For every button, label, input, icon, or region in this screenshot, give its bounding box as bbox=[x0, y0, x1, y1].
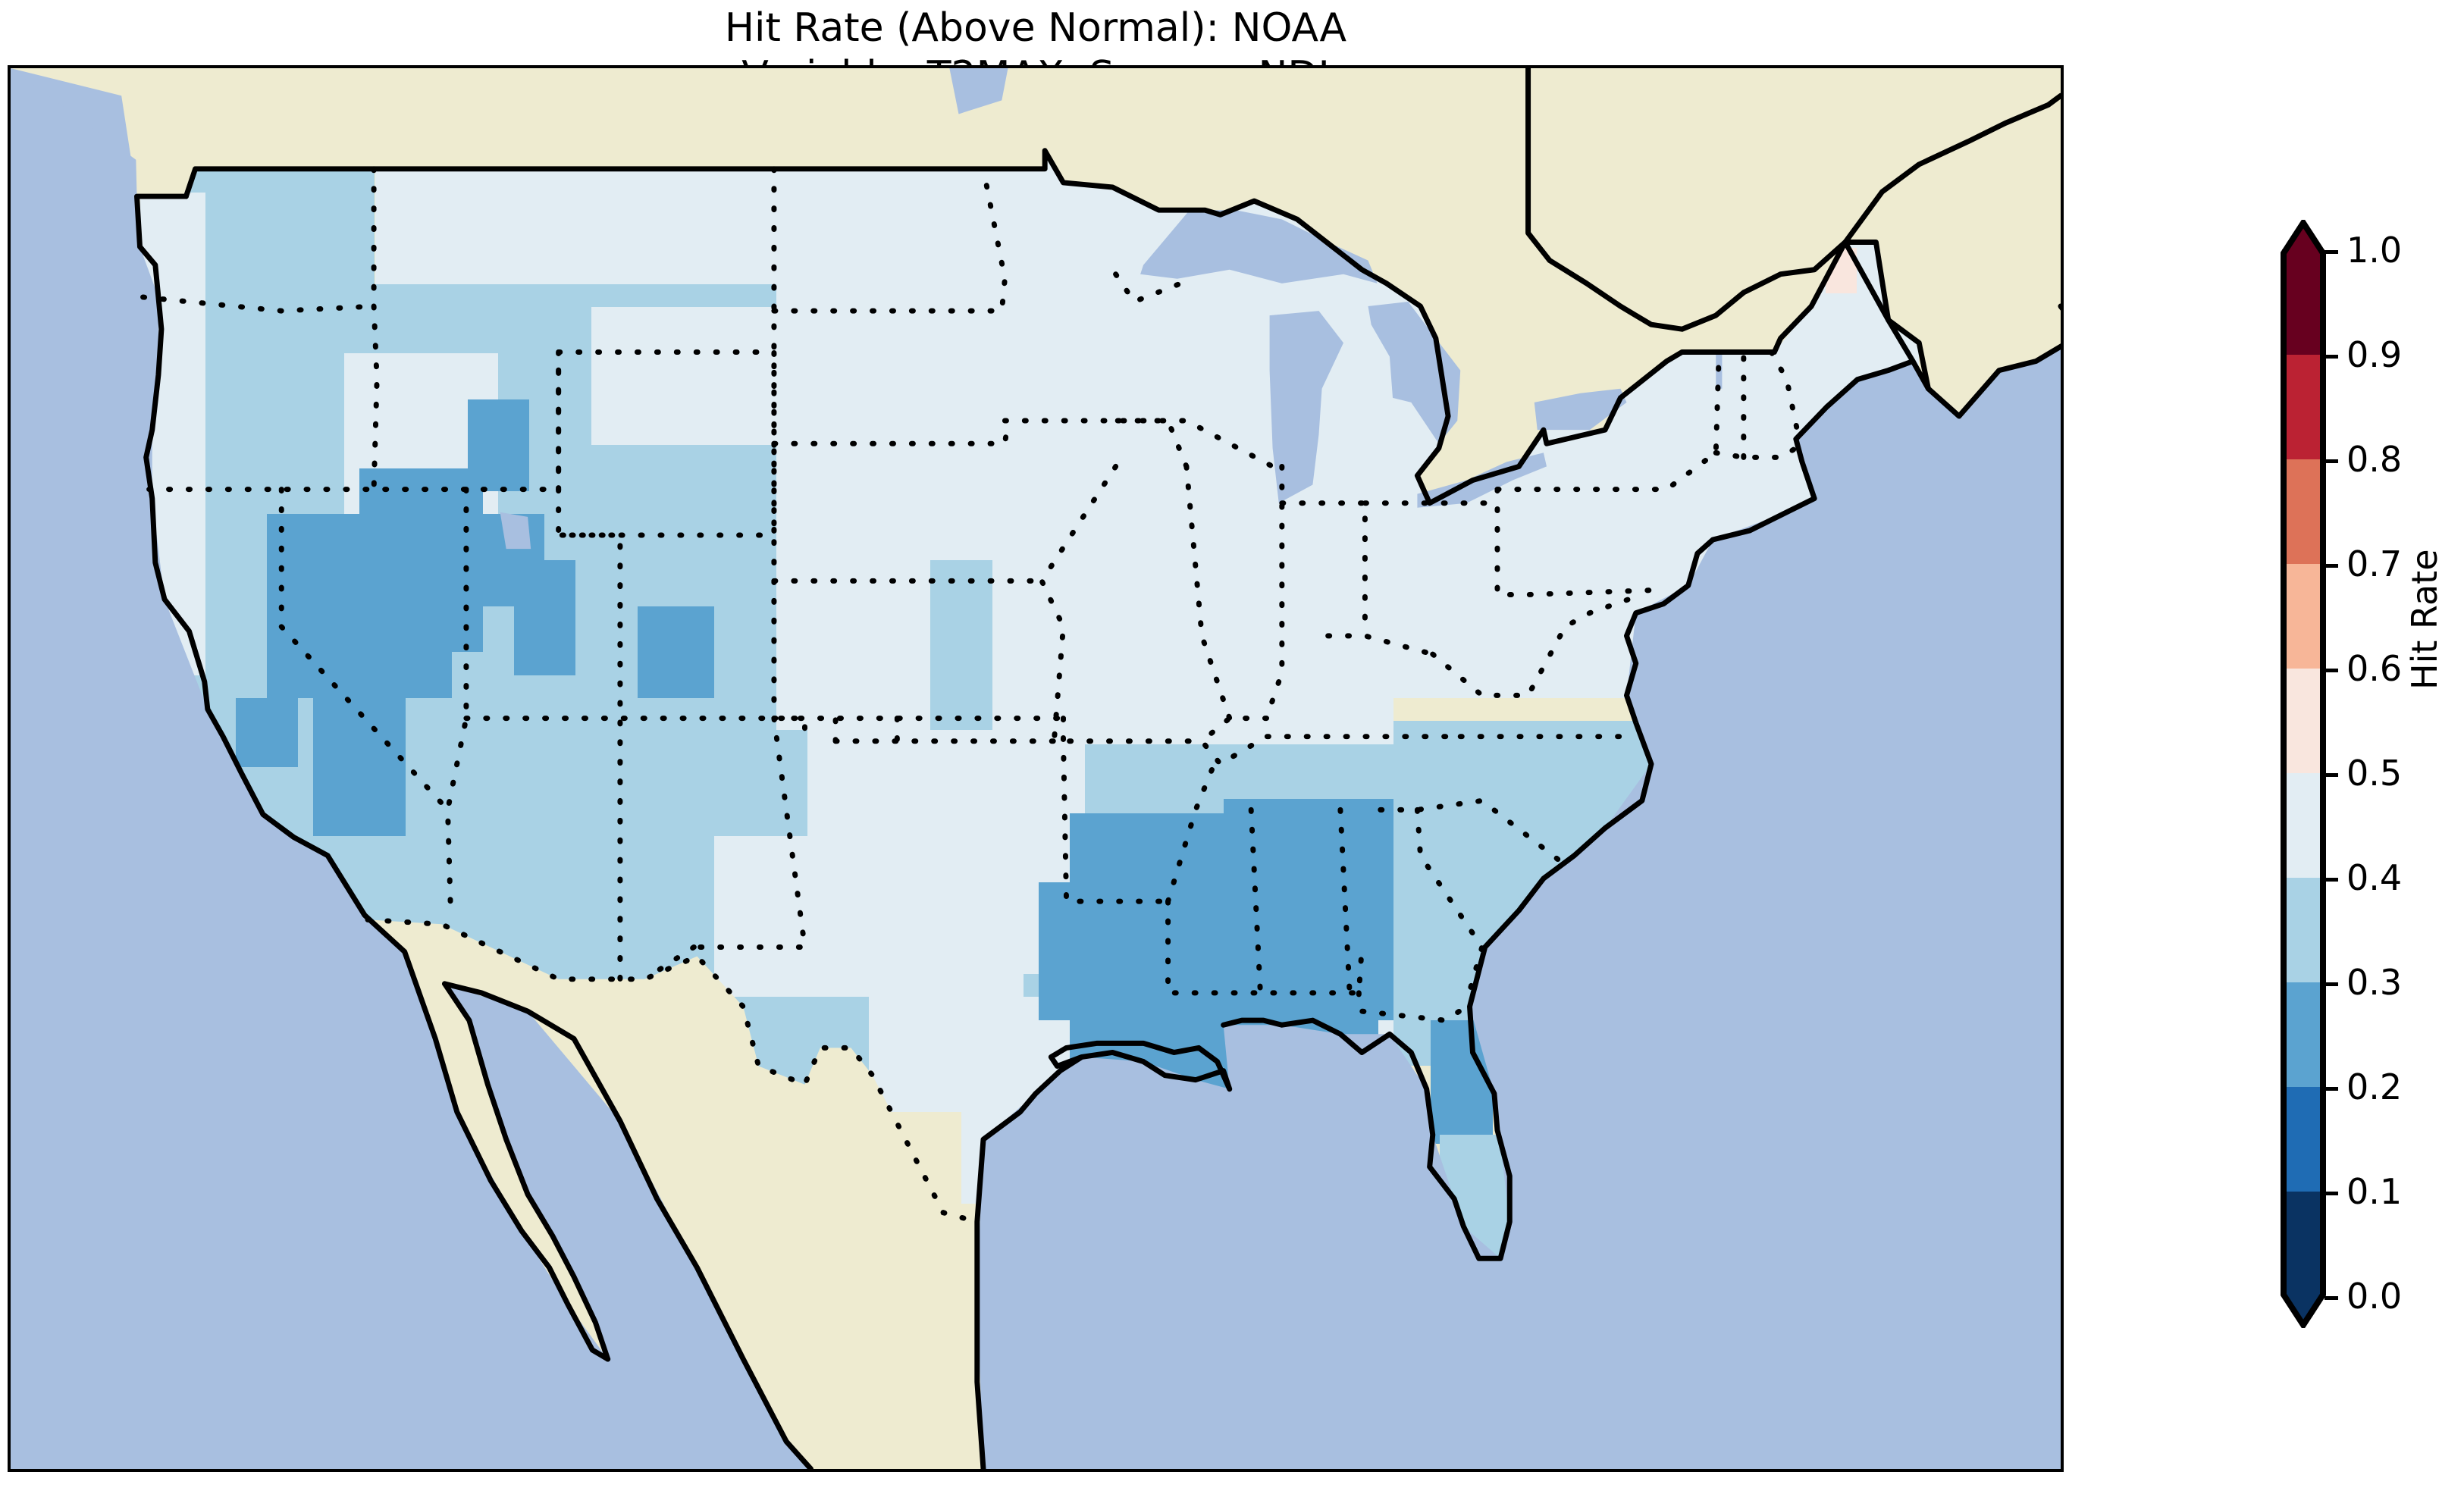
colorbar-label: Hit Rate bbox=[2404, 549, 2445, 690]
data-cell bbox=[714, 835, 870, 998]
colorbar-tick-label-0.5: 0.5 bbox=[2346, 753, 2403, 794]
colorbar-tick-label-0.2: 0.2 bbox=[2346, 1066, 2403, 1107]
colorbar-tick-label-0.6: 0.6 bbox=[2346, 648, 2403, 689]
colorbar-band-6 bbox=[2282, 563, 2324, 669]
colorbar-tick-mark-0.6 bbox=[2324, 669, 2338, 672]
colorbar-band-7 bbox=[2282, 459, 2324, 564]
data-cell bbox=[637, 606, 715, 698]
colorbar-band-2 bbox=[2282, 982, 2324, 1087]
coastline-layer bbox=[11, 68, 2061, 1469]
colorbar-tick-mark-0.1 bbox=[2324, 1192, 2338, 1195]
colorbar-tick-mark-0.7 bbox=[2324, 564, 2338, 568]
colorbar-tick-mark-0.0 bbox=[2324, 1296, 2338, 1300]
colorbar-band-8 bbox=[2282, 354, 2324, 459]
data-cell bbox=[1224, 799, 1394, 1020]
colorbar-band-4 bbox=[2282, 772, 2324, 878]
colorbar-band-9 bbox=[2282, 249, 2324, 355]
data-cell bbox=[359, 468, 484, 653]
colorbar-band-0 bbox=[2282, 1191, 2324, 1296]
colorbar-tick-mark-0.2 bbox=[2324, 1087, 2338, 1091]
colorbar-bands bbox=[2282, 220, 2324, 1326]
colorbar-tick-mark-0.5 bbox=[2324, 773, 2338, 777]
colorbar-tick-mark-0.9 bbox=[2324, 355, 2338, 359]
colorbar-band-5 bbox=[2282, 668, 2324, 773]
colorbar-tick-mark-0.8 bbox=[2324, 459, 2338, 463]
colorbar-tick-label-0.8: 0.8 bbox=[2346, 439, 2403, 480]
data-cell bbox=[776, 537, 931, 731]
colorbar-tick-label-0.3: 0.3 bbox=[2346, 962, 2403, 1003]
colorbar-tick-label-0.4: 0.4 bbox=[2346, 857, 2403, 898]
state-borders-layer bbox=[11, 68, 2061, 1469]
colorbar-tick-label-0.0: 0.0 bbox=[2346, 1276, 2403, 1317]
colorbar-tick-label-0.9: 0.9 bbox=[2346, 334, 2403, 375]
data-cell bbox=[591, 307, 776, 446]
colorbar-tick-label-0.1: 0.1 bbox=[2346, 1171, 2403, 1212]
data-cell bbox=[236, 697, 298, 767]
colorbar-band-3 bbox=[2282, 877, 2324, 982]
data-cell bbox=[1039, 882, 1147, 1020]
colorbar-tick-label-0.7: 0.7 bbox=[2346, 543, 2403, 584]
data-cell bbox=[467, 399, 530, 491]
colorbar-tick-mark-1.0 bbox=[2324, 250, 2338, 254]
colorbar-tick-mark-0.3 bbox=[2324, 982, 2338, 986]
map-axes bbox=[8, 65, 2064, 1472]
colorbar: 0.0 0.1 0.2 0.3 0.4 0.5 0.6 0.7 0.8 0.9 1.0 Hit Ra… bbox=[2271, 114, 2464, 1417]
map-canvas bbox=[11, 68, 2061, 1469]
colorbar-outline bbox=[2281, 220, 2326, 1328]
colorbar-band-1 bbox=[2282, 1086, 2324, 1192]
colorbar-tick-label-1.0: 1.0 bbox=[2346, 230, 2403, 271]
colorbar-tick-mark-0.4 bbox=[2324, 878, 2338, 882]
